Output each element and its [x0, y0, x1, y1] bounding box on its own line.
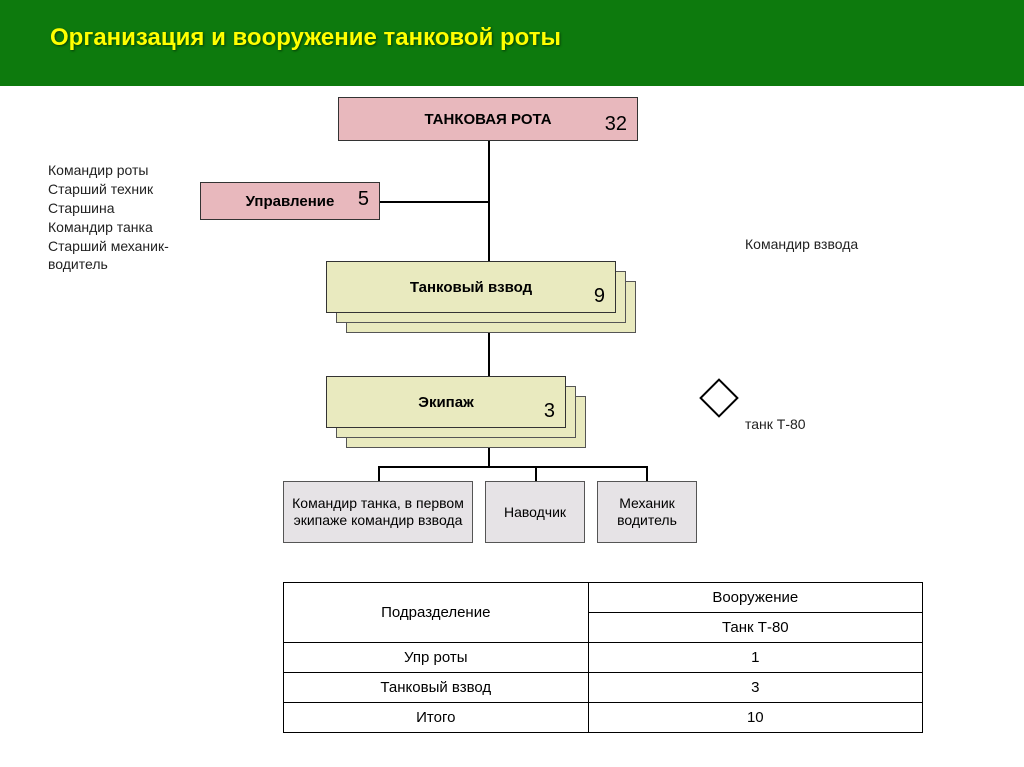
personnel-item: водитель [48, 255, 169, 274]
role-commander-text: Командир танка, в первом экипаже команди… [288, 495, 468, 529]
label-platoon-commander: Командир взвода [745, 236, 858, 252]
connector [378, 466, 380, 481]
table-cell-unit: Упр роты [284, 643, 589, 673]
role-commander: Командир танка, в первом экипаже команди… [283, 481, 473, 543]
node-crew-label: Экипаж [418, 394, 473, 411]
role-driver: Механик водитель [597, 481, 697, 543]
table-row: Итого 10 [284, 703, 923, 733]
table-cell-unit: Итого [284, 703, 589, 733]
armament-table: Подразделение Вооружение Танк Т-80 Упр р… [283, 582, 923, 733]
node-company-count: 32 [605, 113, 627, 136]
page-header: Организация и вооружение танковой роты [0, 0, 1024, 86]
node-management-count: 5 [358, 188, 369, 211]
node-company: ТАНКОВАЯ РОТА 32 [338, 97, 638, 141]
table-cell-unit: Танковый взвод [284, 673, 589, 703]
connector [380, 201, 490, 203]
node-company-label: ТАНКОВАЯ РОТА [424, 111, 551, 128]
node-crew: Экипаж 3 [326, 376, 566, 428]
personnel-item: Старший техник [48, 180, 169, 199]
table-header-unit: Подразделение [284, 583, 589, 643]
node-crew-count: 3 [544, 400, 555, 423]
node-management: Управление 5 [200, 182, 380, 220]
node-management-label: Управление [246, 193, 335, 210]
personnel-item: Старший механик- [48, 237, 169, 256]
node-platoon-label: Танковый взвод [410, 279, 532, 296]
diagram-canvas: ТАНКОВАЯ РОТА 32 Управление 5 Командир р… [0, 86, 1024, 767]
personnel-item: Командир танка [48, 218, 169, 237]
page-title: Организация и вооружение танковой роты [50, 24, 561, 51]
personnel-item: Командир роты [48, 161, 169, 180]
tank-diamond-icon [699, 378, 739, 418]
personnel-item: Старшина [48, 199, 169, 218]
node-platoon-count: 9 [594, 285, 605, 308]
connector [646, 466, 648, 481]
table-header-arm: Вооружение [588, 583, 922, 613]
label-tank-model: танк Т-80 [745, 416, 806, 432]
table-cell-value: 10 [588, 703, 922, 733]
node-platoon: Танковый взвод 9 [326, 261, 616, 313]
table-row: Упр роты 1 [284, 643, 923, 673]
role-gunner-text: Наводчик [504, 504, 566, 521]
table-subheader-tank: Танк Т-80 [588, 613, 922, 643]
connector [378, 466, 648, 468]
role-gunner: Наводчик [485, 481, 585, 543]
table-row: Танковый взвод 3 [284, 673, 923, 703]
table-cell-value: 3 [588, 673, 922, 703]
connector [535, 466, 537, 481]
role-driver-text: Механик водитель [602, 495, 692, 529]
table-cell-value: 1 [588, 643, 922, 673]
personnel-list: Командир роты Старший техник Старшина Ко… [48, 161, 169, 274]
